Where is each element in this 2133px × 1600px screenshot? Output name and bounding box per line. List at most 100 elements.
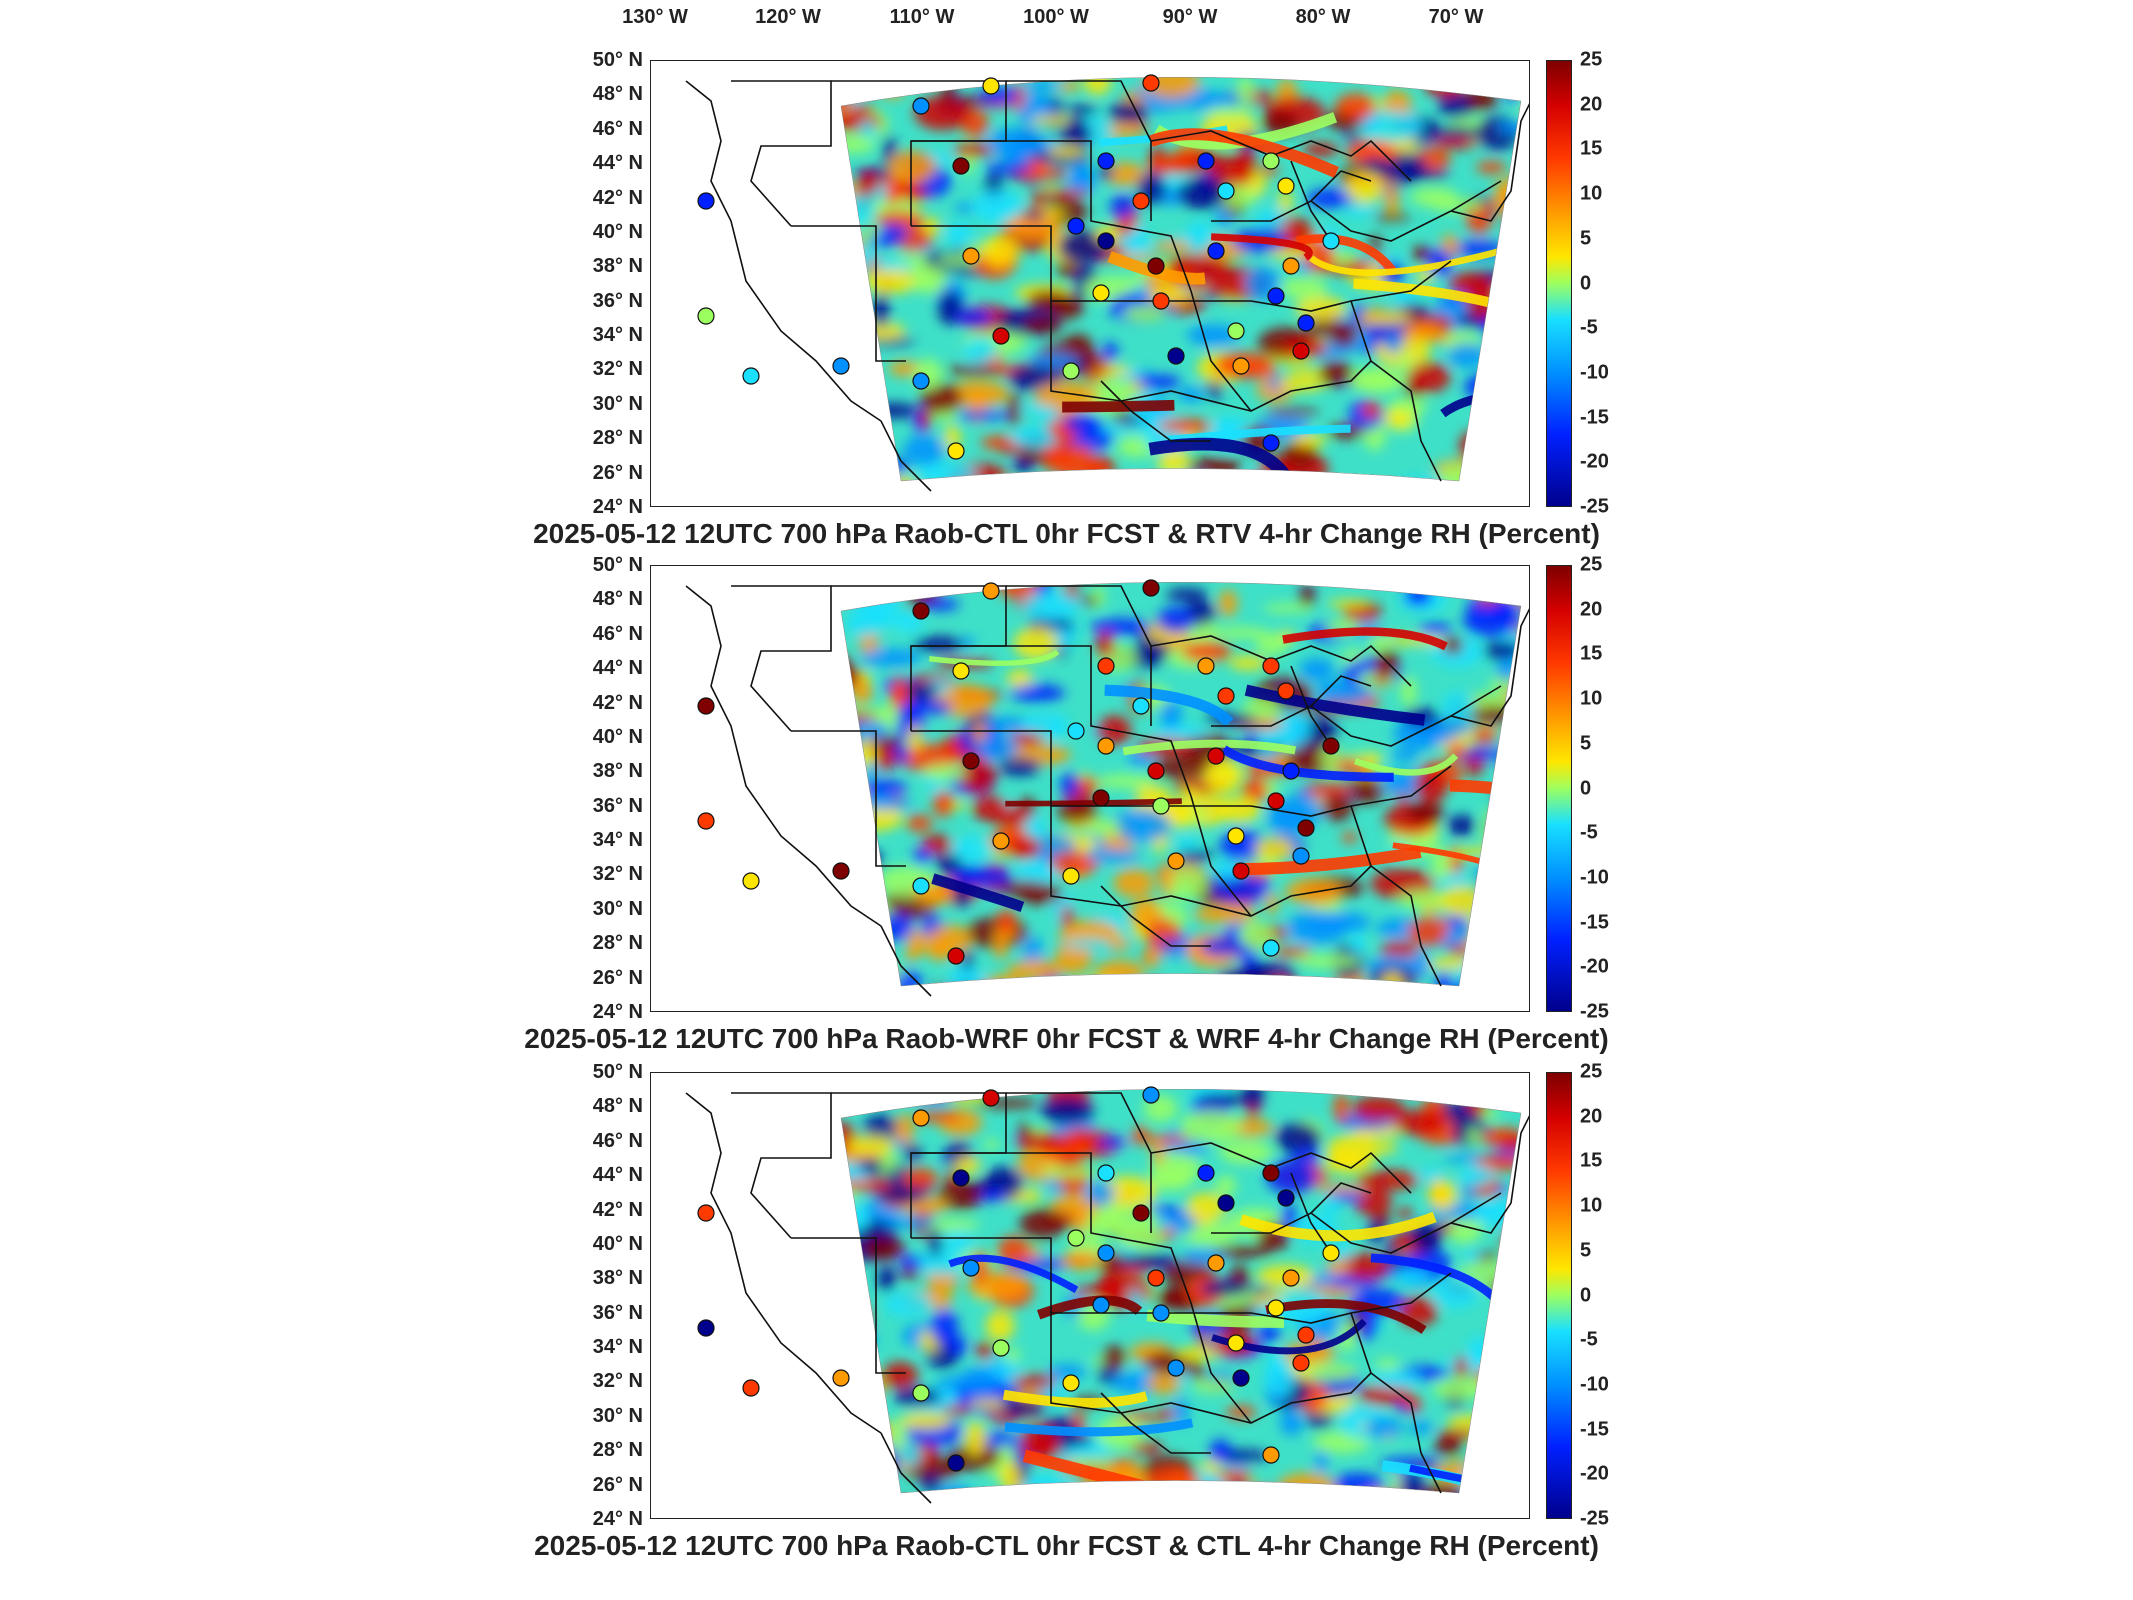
lat-label: 24° N	[592, 496, 643, 518]
raob-station-marker	[1147, 257, 1165, 275]
boundary-line	[1050, 1313, 1372, 1424]
raob-station-marker	[1277, 682, 1295, 700]
raob-station-marker	[912, 1384, 930, 1402]
raob-station-marker	[1132, 192, 1150, 210]
raob-station-marker	[1097, 1164, 1115, 1182]
raob-station-marker	[1167, 852, 1185, 870]
raob-station-marker	[1207, 1254, 1225, 1272]
boundary-line	[685, 80, 882, 422]
raob-station-marker	[1277, 177, 1295, 195]
boundary-line	[1290, 160, 1332, 242]
raob-station-marker	[1147, 762, 1165, 780]
lat-label: 48° N	[592, 588, 643, 611]
raob-station-marker	[1267, 287, 1285, 305]
boundary-line	[1190, 1302, 1252, 1424]
colorbar-tick-label: -10	[1580, 361, 1609, 384]
raob-station-marker	[1227, 322, 1245, 340]
raob-station-marker	[912, 1109, 930, 1127]
lat-label: 30° N	[592, 1404, 643, 1427]
colorbar-tick-label: 25	[1580, 48, 1603, 71]
boundary-line	[731, 80, 832, 227]
colorbar-tick-label: 5	[1580, 1239, 1592, 1262]
lat-label: 38° N	[592, 1267, 643, 1290]
raob-station-marker	[1227, 827, 1245, 845]
raob-station-marker	[1232, 862, 1250, 880]
raob-station-marker	[1232, 1369, 1250, 1387]
lat-label: 36° N	[592, 794, 643, 817]
raob-station-marker	[1292, 1354, 1310, 1372]
boundary-line	[1050, 806, 1372, 917]
raob-station-marker	[832, 862, 850, 880]
lat-label: 42° N	[592, 1198, 643, 1221]
colorbar-tick-label: 20	[1580, 1105, 1603, 1128]
lat-label: 36° N	[592, 1301, 643, 1324]
raob-station-marker	[1227, 1334, 1245, 1352]
rh-change-field	[685, 579, 1529, 997]
raob-station-marker	[1297, 1326, 1315, 1344]
raob-station-marker	[1142, 74, 1160, 92]
raob-station-marker	[1092, 284, 1110, 302]
raob-station-marker	[1217, 182, 1235, 200]
map-plot-area	[650, 1072, 1530, 1519]
colorbar-tick-label: 5	[1580, 732, 1592, 755]
boundary-line	[731, 585, 832, 732]
raob-station-marker	[1292, 342, 1310, 360]
raob-station-marker	[1067, 722, 1085, 740]
raob-station-marker	[1197, 152, 1215, 170]
boundary-line	[1310, 675, 1372, 707]
boundary-line	[1450, 103, 1529, 222]
raob-station-marker	[1197, 657, 1215, 675]
raob-station-marker	[982, 1089, 1000, 1107]
raob-station-marker	[1262, 657, 1280, 675]
raob-station-marker	[1067, 1229, 1085, 1247]
raob-station-marker	[1277, 1189, 1295, 1207]
lon-label-90w: 90° W	[1162, 6, 1218, 28]
colorbar-tick-label: 10	[1580, 687, 1603, 710]
boundary-line	[1100, 1392, 1211, 1454]
lon-label-120w: 120° W	[755, 6, 821, 28]
boundary-line	[1150, 1142, 1412, 1194]
lat-label: 44° N	[592, 152, 643, 175]
panel-title: 2025-05-12 12UTC 700 hPa Raob-CTL 0hr FC…	[534, 1530, 1599, 1561]
lat-label: 36° N	[592, 289, 643, 312]
lat-label: 34° N	[592, 1336, 643, 1359]
colorbar-tick-label: -15	[1580, 1418, 1609, 1441]
lat-label: 26° N	[592, 966, 643, 989]
lat-label: 48° N	[592, 1095, 643, 1118]
colorbar-tick-label: 0	[1580, 272, 1592, 294]
raob-station-marker	[1262, 1164, 1280, 1182]
raob-station-marker	[1262, 1446, 1280, 1464]
raob-station-marker	[742, 872, 760, 890]
boundary-line	[1150, 130, 1412, 182]
raob-station-marker	[982, 582, 1000, 600]
boundary-line	[731, 1092, 832, 1239]
raob-station-marker	[982, 77, 1000, 95]
raob-station-marker	[912, 602, 930, 620]
raob-station-marker	[962, 752, 980, 770]
lat-label: 32° N	[592, 863, 643, 886]
colorbar-tick-label: -5	[1580, 821, 1598, 844]
lat-label: 34° N	[592, 324, 643, 347]
boundary-line	[1450, 1115, 1529, 1234]
lat-label: 30° N	[592, 897, 643, 920]
lat-label: 50° N	[592, 1061, 643, 1083]
boundary-line	[1190, 795, 1252, 917]
colorbar-tick-label: -25	[1580, 1507, 1609, 1530]
colorbar-tick-label: 20	[1580, 598, 1603, 621]
lat-label: 28° N	[592, 1439, 643, 1462]
raob-station-marker	[1267, 1299, 1285, 1317]
colorbar-tick-label: -25	[1580, 1000, 1609, 1023]
lat-label: 46° N	[592, 622, 643, 645]
colorbar-tick-label: -20	[1580, 1462, 1609, 1485]
raob-station-marker	[947, 442, 965, 460]
lat-label: 40° N	[592, 725, 643, 748]
raob-station-marker	[912, 97, 930, 115]
lon-label-100w: 100° W	[1023, 6, 1089, 28]
boundary-line	[1290, 1172, 1332, 1254]
boundary-line	[880, 925, 932, 997]
boundary-line	[1310, 1182, 1372, 1214]
raob-station-marker	[1282, 257, 1300, 275]
boundary-line	[1350, 1312, 1442, 1494]
raob-station-marker	[1152, 1304, 1170, 1322]
raob-station-marker	[1167, 347, 1185, 365]
